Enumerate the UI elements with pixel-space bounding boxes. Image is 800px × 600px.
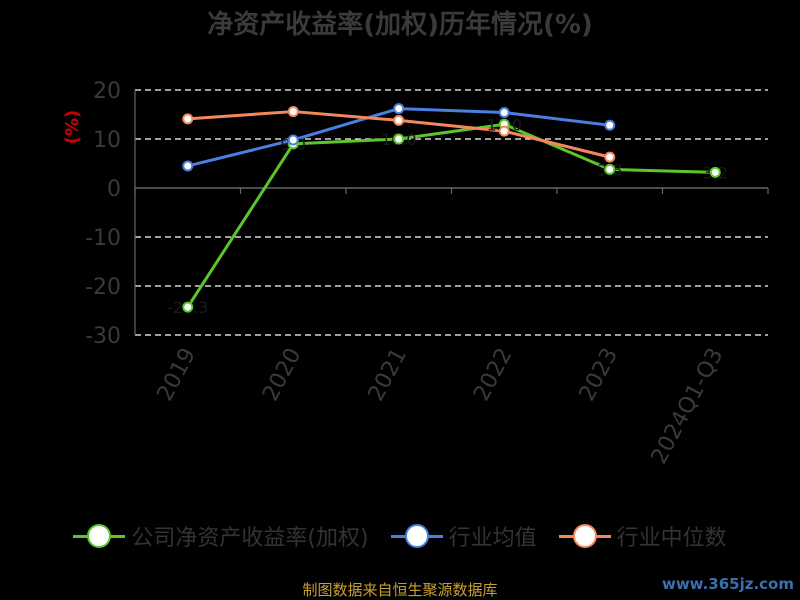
series-point-0 [709,166,721,178]
x-tick-label: 2023 [575,344,623,405]
series-point-2 [393,114,405,126]
x-tick-label: 2020 [258,344,306,405]
legend-item-industry-median[interactable]: 行业中位数 [558,520,727,552]
series-point-1 [393,103,405,115]
x-tick-label: 2024Q1-Q3 [647,344,729,468]
y-tick-label: -30 [85,324,121,349]
series-point-2 [287,106,299,118]
series-point-1 [182,160,194,172]
y-tick-label: 10 [93,128,121,153]
watermark-logo: www.365jz.com [661,575,794,593]
x-tick-label: 2022 [469,344,517,405]
chart-legend: 公司净资产收益率(加权) 行业均值 行业中位数 [0,520,800,552]
series-point-2 [498,125,510,137]
series-point-0 [604,163,616,175]
series-point-2 [182,113,194,125]
y-axis-label: (%) [62,110,83,145]
x-tick-label: 2021 [364,344,412,405]
legend-label-company: 公司净资产收益率(加权) [131,526,369,551]
y-tick-label: 0 [107,177,121,202]
legend-label-industry-median: 行业中位数 [616,526,727,551]
data-source-note: 制图数据来自恒生聚源数据库 [302,581,498,599]
series-point-1 [604,119,616,131]
legend-swatch-industry-mean [390,523,443,549]
x-tick-label: 2019 [153,344,201,405]
y-tick-label: 20 [93,79,121,104]
chart-title: 净资产收益率(加权)历年情况(%) [207,10,593,40]
legend-swatch-industry-median [558,523,611,549]
series-point-1 [287,134,299,146]
legend-item-industry-mean[interactable]: 行业均值 [390,520,537,552]
series-point-0 [182,301,194,313]
y-tick-label: -20 [85,275,121,300]
legend-item-company[interactable]: 公司净资产收益率(加权) [73,520,369,552]
series-line-0 [186,122,716,308]
series-point-0 [393,133,405,145]
legend-swatch-company [73,523,126,549]
series-point-1 [498,107,510,119]
y-tick-label: -10 [85,226,121,251]
legend-label-industry-mean: 行业均值 [448,526,537,551]
series-point-2 [604,151,616,163]
